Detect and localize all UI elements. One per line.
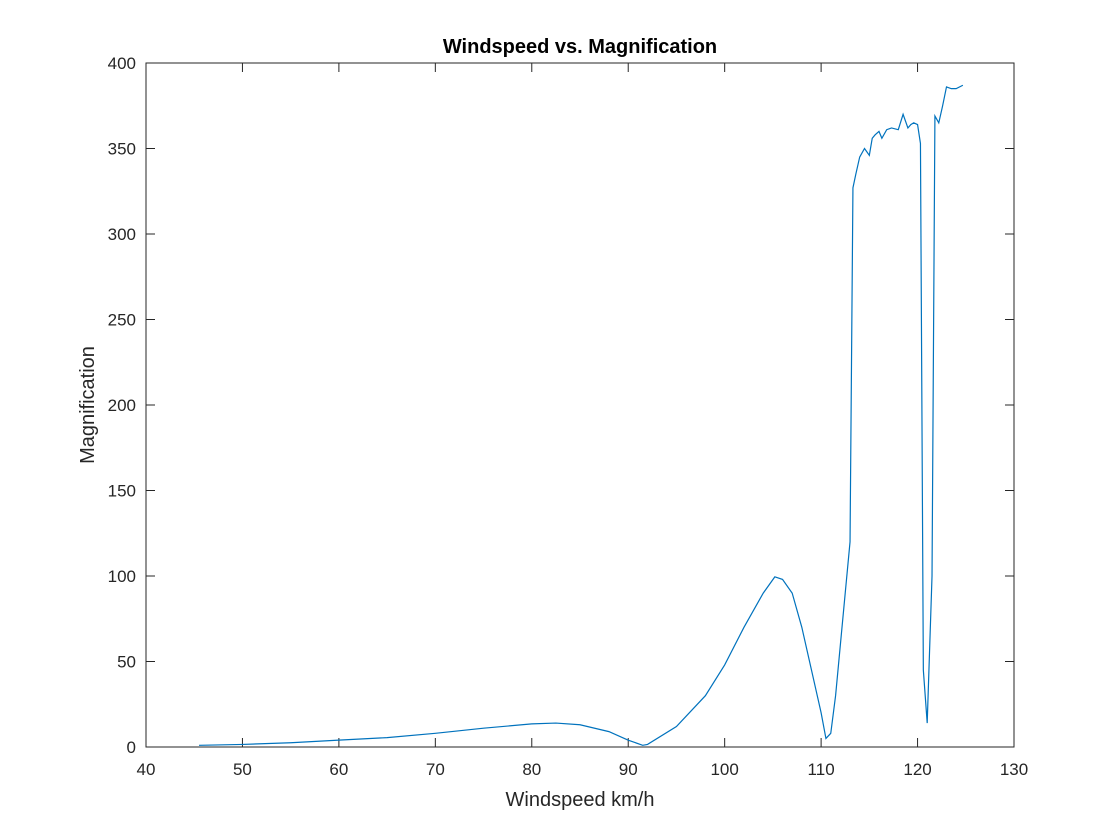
x-tick-label: 70 (426, 760, 445, 779)
x-tick-label: 80 (522, 760, 541, 779)
x-tick-label: 120 (903, 760, 931, 779)
y-tick-label: 50 (117, 653, 136, 672)
chart-title: Windspeed vs. Magnification (443, 36, 717, 58)
y-axis-label: Magnification (77, 346, 99, 464)
axis-tick-labels: 40 50 60 70 80 90 100 110 120 130 0 50 100 150 200 250 3… (108, 54, 1029, 779)
x-tick-label: 130 (1000, 760, 1028, 779)
x-tick-label: 50 (233, 760, 252, 779)
y-tick-label: 400 (108, 54, 136, 73)
y-tick-label: 200 (108, 396, 136, 415)
x-axis-label: Windspeed km/h (506, 789, 655, 811)
y-tick-label: 0 (127, 738, 136, 757)
x-tick-label: 40 (137, 760, 156, 779)
y-tick-label: 350 (108, 140, 136, 159)
axis-ticks (145, 62, 1015, 748)
y-tick-label: 250 (108, 311, 136, 330)
x-tick-label: 100 (710, 760, 738, 779)
x-tick-label: 110 (808, 760, 835, 779)
x-tick-label: 90 (619, 760, 638, 779)
y-tick-label: 100 (108, 567, 136, 586)
y-tick-label: 150 (108, 482, 136, 501)
x-tick-label: 60 (329, 760, 348, 779)
plot-area (145, 62, 1015, 748)
y-tick-label: 300 (108, 225, 136, 244)
series-line (199, 84, 964, 746)
